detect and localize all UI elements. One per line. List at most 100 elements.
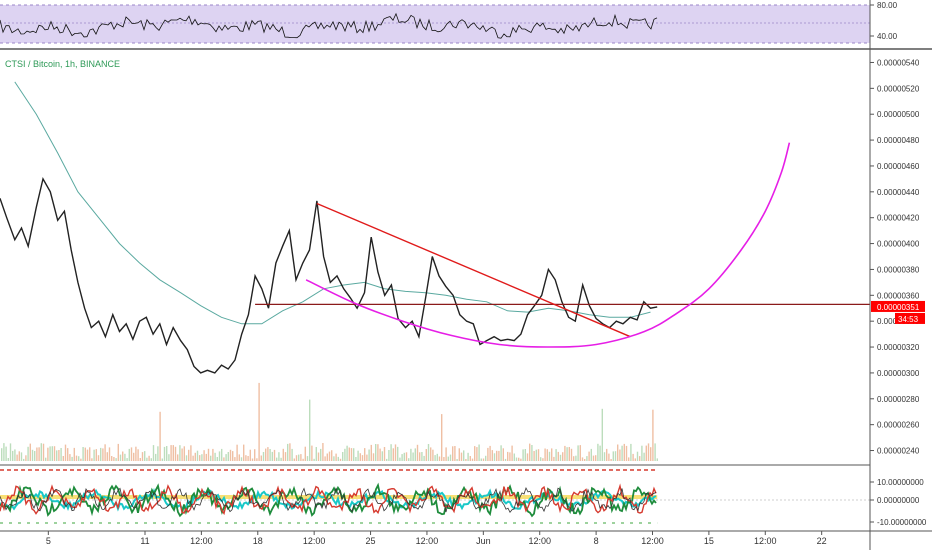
volume-bar bbox=[405, 452, 408, 461]
volume-bar bbox=[390, 444, 392, 461]
volume-bar bbox=[31, 449, 34, 461]
volume-bar bbox=[302, 458, 304, 461]
volume-bar bbox=[410, 448, 412, 461]
volume-bar bbox=[432, 449, 434, 461]
volume-bar bbox=[111, 456, 113, 461]
volume-bar bbox=[476, 447, 478, 461]
downtrend-line bbox=[316, 202, 631, 338]
volume-bar bbox=[645, 445, 647, 461]
volume-bar bbox=[254, 449, 256, 461]
volume-bar bbox=[238, 454, 240, 461]
volume-bar bbox=[155, 453, 157, 461]
volume-bar bbox=[113, 457, 115, 461]
volume-bar bbox=[650, 447, 652, 461]
volume-bar bbox=[185, 455, 188, 461]
volume-bar bbox=[122, 451, 124, 461]
volume-bar bbox=[436, 453, 438, 461]
volume-bar bbox=[478, 444, 480, 461]
volume-bar bbox=[623, 443, 625, 461]
volume-bar bbox=[656, 458, 658, 461]
volume-bar bbox=[531, 445, 533, 461]
volume-bar bbox=[194, 452, 196, 461]
volume-bar bbox=[515, 457, 518, 461]
volume-bar bbox=[601, 408, 603, 461]
volume-bar bbox=[86, 449, 89, 461]
volume-bar bbox=[291, 448, 293, 461]
volume-bar bbox=[588, 451, 590, 461]
volume-bar bbox=[247, 456, 249, 461]
volume-bar bbox=[82, 447, 84, 461]
time-tick-label: 12:00 bbox=[416, 536, 439, 546]
volume-bar bbox=[592, 455, 595, 461]
volume-bar bbox=[179, 445, 181, 461]
volume-bar bbox=[56, 450, 58, 461]
volume-bar bbox=[3, 443, 5, 461]
volume-bar bbox=[652, 409, 654, 461]
volume-bar bbox=[636, 451, 639, 461]
volume-bar bbox=[337, 456, 339, 461]
rsi-line bbox=[0, 12, 658, 39]
volume-bar bbox=[502, 448, 504, 461]
volume-bar bbox=[441, 414, 443, 461]
price-tick-label: 0.00000360 bbox=[877, 291, 920, 300]
time-tick-label: 22 bbox=[817, 536, 827, 546]
countdown-badge-bg bbox=[895, 312, 925, 324]
volume-bar bbox=[551, 448, 553, 461]
volume-bar bbox=[218, 451, 221, 461]
volume-bar bbox=[199, 455, 201, 461]
volume-bar bbox=[419, 452, 421, 461]
volume-bar bbox=[146, 457, 148, 461]
volume-bars bbox=[1, 382, 658, 461]
volume-bar bbox=[392, 448, 394, 461]
volume-bar bbox=[223, 457, 225, 461]
time-tick-label: 12:00 bbox=[528, 536, 551, 546]
volume-bar bbox=[456, 459, 458, 461]
price-tick-label: 0.00000240 bbox=[877, 447, 920, 456]
volume-bar bbox=[190, 445, 192, 461]
last-price-badge: 0.00000351 34:53 bbox=[871, 300, 925, 324]
volume-bar bbox=[346, 445, 348, 461]
volume-bar bbox=[425, 449, 427, 461]
volume-bar bbox=[229, 449, 232, 461]
volume-bar bbox=[12, 450, 14, 461]
price-tick-label: 0.00000500 bbox=[877, 110, 920, 119]
volume-bar bbox=[119, 454, 122, 461]
volume-bar bbox=[38, 447, 40, 461]
volume-bar bbox=[397, 446, 399, 461]
price-tick-label: 0.00000420 bbox=[877, 214, 920, 223]
last-price-value: 0.00000351 bbox=[877, 303, 920, 312]
volume-bar bbox=[579, 445, 581, 461]
volume-bar bbox=[47, 447, 49, 461]
volume-bar bbox=[256, 458, 258, 461]
volume-bar bbox=[75, 455, 78, 461]
volume-bar bbox=[141, 452, 144, 461]
volume-bar bbox=[20, 452, 23, 461]
volume-bar bbox=[357, 450, 359, 461]
price-line bbox=[0, 176, 658, 374]
volume-bar bbox=[509, 452, 511, 461]
volume-bar bbox=[328, 451, 331, 461]
volume-bar bbox=[353, 448, 355, 461]
volume-bar bbox=[498, 450, 500, 461]
volume-bar bbox=[612, 451, 614, 461]
volume-bar bbox=[614, 451, 617, 461]
volume-bar bbox=[192, 455, 194, 461]
volume-bar bbox=[148, 455, 150, 461]
time-tick-label: 11 bbox=[140, 536, 149, 546]
volume-bar bbox=[540, 457, 542, 461]
volume-bar bbox=[546, 449, 548, 461]
volume-bar bbox=[375, 444, 377, 461]
volume-bar bbox=[73, 447, 75, 461]
volume-bar bbox=[359, 453, 361, 461]
volume-bar bbox=[412, 452, 414, 461]
volume-bar bbox=[240, 457, 243, 461]
volume-bar bbox=[557, 451, 559, 461]
volume-bar bbox=[496, 450, 498, 461]
volume-bar bbox=[590, 448, 592, 461]
volume-bar bbox=[570, 448, 573, 461]
volume-bar bbox=[51, 446, 53, 461]
volume-bar bbox=[342, 452, 344, 461]
volume-bar bbox=[581, 457, 584, 461]
volume-bar bbox=[265, 448, 267, 461]
time-tick-label: 25 bbox=[366, 536, 376, 546]
